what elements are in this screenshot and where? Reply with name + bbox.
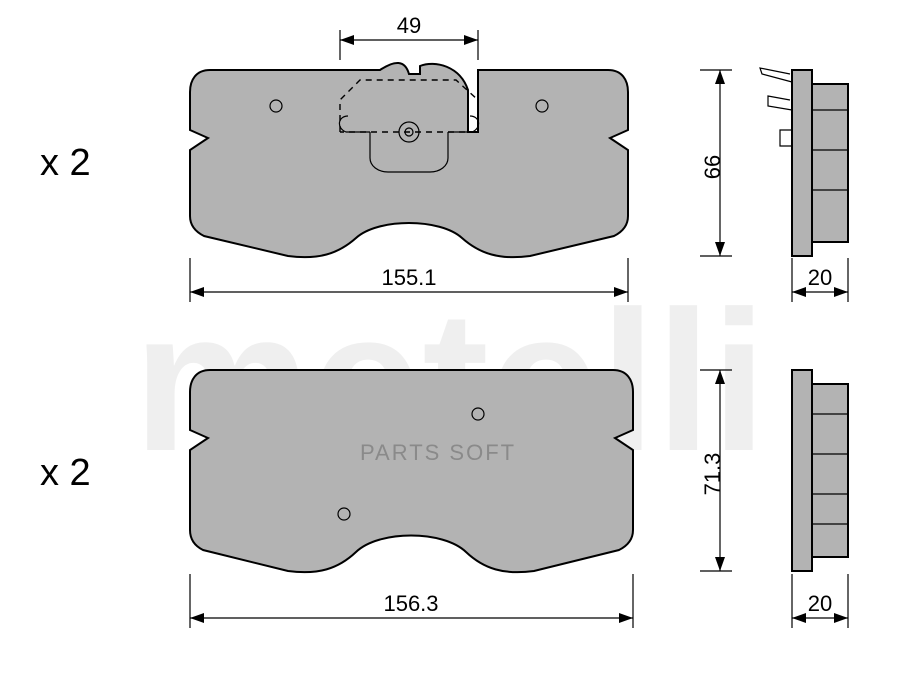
dim-top-width-label: 155.1 xyxy=(381,265,436,290)
dim-clip-width: 49 xyxy=(340,13,478,60)
parts-soft-label: PARTS SOFT xyxy=(360,440,516,465)
dim-bottom-thickness-label: 20 xyxy=(808,591,832,616)
qty-label-top: x 2 xyxy=(40,142,91,184)
bottom-pad-side xyxy=(792,370,848,571)
dim-top-thickness-label: 20 xyxy=(808,265,832,290)
dim-top-height-label: 66 xyxy=(700,155,725,179)
dim-top-height: 66 xyxy=(700,70,732,256)
top-pad-side xyxy=(760,68,848,256)
drawing-canvas: metelli 155.1 49 xyxy=(0,0,900,700)
top-pad-face xyxy=(190,63,628,257)
bottom-pad-body xyxy=(190,370,633,572)
dim-clip-label: 49 xyxy=(397,13,421,38)
dim-bottom-width: 156.3 xyxy=(190,574,633,628)
bottom-pad-face xyxy=(190,370,633,572)
top-pad-body xyxy=(190,63,628,257)
dim-bottom-height-label: 71.3 xyxy=(700,453,725,496)
dim-top-thickness: 20 xyxy=(792,258,848,302)
dim-bottom-width-label: 156.3 xyxy=(383,591,438,616)
dim-bottom-thickness: 20 xyxy=(792,574,848,628)
qty-label-bottom: x 2 xyxy=(40,452,91,494)
clip-spring xyxy=(760,68,792,110)
